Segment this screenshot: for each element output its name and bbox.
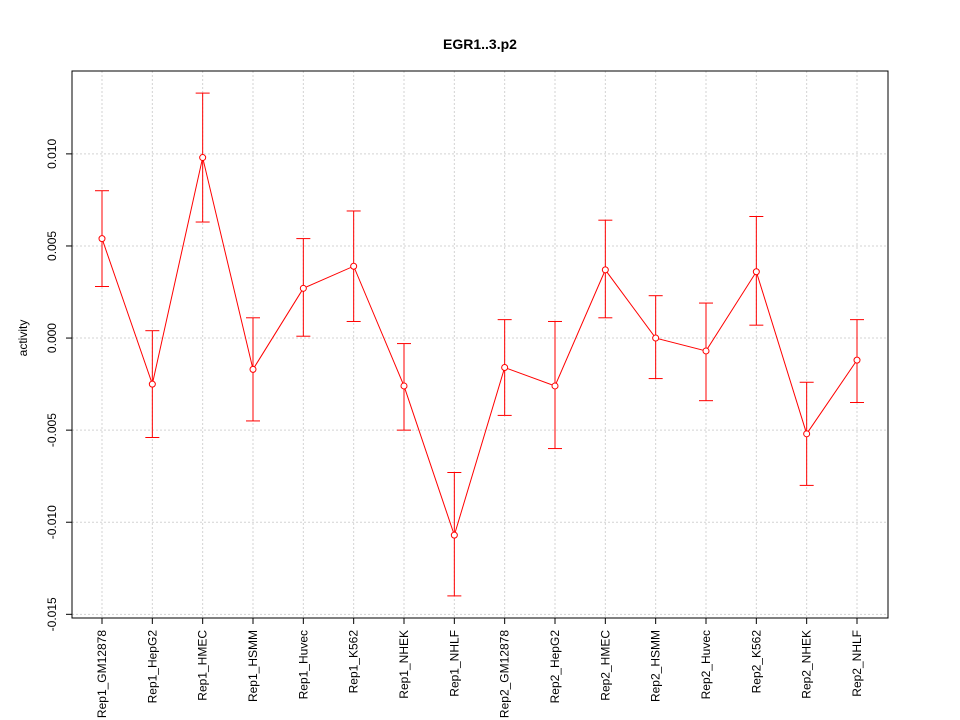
plot-frame	[71, 70, 889, 619]
data-point	[199, 154, 207, 162]
x-tick-label: Rep1_HepG2	[145, 630, 159, 704]
data-point	[299, 284, 307, 292]
axes: Rep1_GM12878 Rep1_HepG2 Rep1_HMEC Rep1_HSMM…	[45, 139, 864, 719]
y-tick-label: 0.005	[45, 231, 59, 261]
data-point	[702, 347, 710, 355]
data-point	[400, 382, 408, 390]
data-point	[450, 531, 458, 539]
y-tick-label: -0.005	[45, 413, 59, 447]
x-tick-label: Rep1_K562	[347, 630, 361, 694]
y-tick-label: -0.010	[45, 505, 59, 539]
x-tick-label: Rep1_NHLF	[447, 630, 461, 697]
x-tick-label: Rep1_Huvec	[296, 630, 310, 699]
x-tick-label: Rep2_HepG2	[548, 630, 562, 704]
x-tick-label: Rep2_GM12878	[498, 630, 512, 718]
chart-title: EGR1..3.p2	[443, 36, 517, 52]
data-point	[249, 365, 257, 373]
x-tick-label: Rep1_HMEC	[196, 630, 210, 701]
x-tick-label: Rep2_K562	[749, 630, 763, 694]
data-point	[98, 235, 106, 243]
series	[95, 92, 864, 597]
data-point	[350, 262, 358, 270]
data-point	[501, 364, 509, 372]
x-tick-label: Rep1_HSMM	[246, 630, 260, 702]
series-line	[101, 157, 858, 537]
x-tick-label: Rep2_HMEC	[598, 630, 612, 701]
y-tick-label: -0.015	[45, 597, 59, 631]
y-tick-label: 0.000	[45, 323, 59, 353]
x-tick-label: Rep2_Huvec	[699, 630, 713, 699]
data-point	[601, 266, 609, 274]
data-point	[752, 268, 760, 276]
grid	[72, 71, 888, 618]
data-point	[853, 356, 861, 364]
data-point	[803, 430, 811, 438]
x-tick-label: Rep1_GM12878	[95, 630, 109, 718]
data-point	[652, 334, 660, 342]
x-tick-label: Rep2_NHEK	[800, 630, 814, 699]
x-tick-label: Rep2_NHLF	[850, 630, 864, 697]
y-tick-label: 0.010	[45, 139, 59, 169]
x-tick-label: Rep2_HSMM	[649, 630, 663, 702]
y-axis-label: activity	[16, 320, 30, 357]
data-point	[148, 380, 156, 388]
data-point	[551, 382, 559, 390]
x-tick-label: Rep1_NHEK	[397, 630, 411, 699]
